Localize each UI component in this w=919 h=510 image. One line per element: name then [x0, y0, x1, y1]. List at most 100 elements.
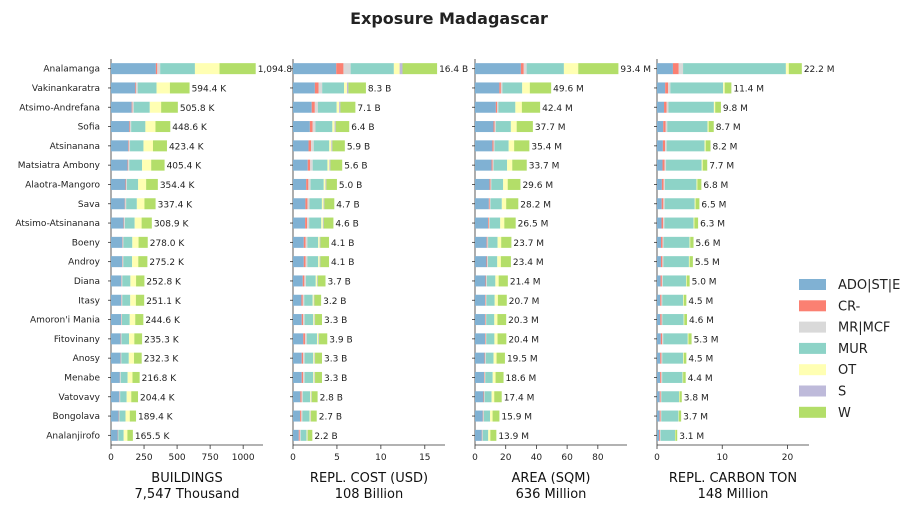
category-label: Androy — [68, 258, 101, 268]
bar-segment-mr-mcf — [661, 314, 663, 326]
x-tick-label: 10 — [717, 453, 729, 463]
bar-segment-cr- — [520, 63, 524, 75]
bar-segment-mur — [126, 198, 137, 210]
bar-segment-ot — [491, 391, 495, 403]
bar-segment-ot — [497, 236, 502, 248]
bar-segment-w — [501, 236, 512, 248]
bar-segment-cr- — [486, 256, 488, 268]
bar-segment-ot — [500, 217, 505, 229]
bar-segment-mur — [494, 140, 509, 152]
bar-value-label: 33.7 M — [529, 162, 560, 172]
bar-segment-w — [697, 178, 702, 190]
bar-segment-w — [529, 82, 552, 94]
bar-segment-mr-mcf — [302, 294, 305, 306]
chart-title: Exposure Madagascar — [350, 9, 548, 28]
bar-segment-ot — [683, 314, 685, 326]
bar-segment-ado-st-e — [475, 198, 489, 210]
bar-segment-w — [495, 371, 504, 383]
bar-segment-w — [500, 256, 511, 268]
x-tick-label: 750 — [202, 453, 219, 463]
bar-segment-mr-mcf — [136, 82, 138, 94]
bar-segment-mur — [302, 410, 310, 422]
bar-segment-mr-mcf — [303, 371, 305, 383]
category-label: Amoron'i Mania — [30, 316, 100, 326]
x-tick-label: 250 — [135, 453, 152, 463]
bar-segment-ado-st-e — [657, 178, 662, 190]
bar-segment-mur — [123, 256, 133, 268]
bar-segment-cr- — [492, 140, 494, 152]
x-axis-label: BUILDINGS — [151, 471, 222, 486]
bar-segment-ot — [323, 178, 326, 190]
bar-segment-mur — [663, 236, 690, 248]
bar-segment-w — [578, 63, 619, 75]
bar-segment-mur — [662, 314, 684, 326]
bar-segment-ado-st-e — [293, 82, 315, 94]
bar-value-label: 4.5 M — [688, 355, 713, 365]
bar-value-label: 354.4 K — [160, 181, 196, 191]
bar-segment-mr-mcf — [128, 140, 131, 152]
bar-value-label: 5.6 M — [696, 239, 721, 249]
bar-segment-w — [138, 236, 148, 248]
bar-segment-w — [689, 256, 693, 268]
bar-segment-mur — [662, 371, 683, 383]
bar-segment-ot — [134, 217, 142, 229]
chart-panels: Analamanga Vakinankaratra Atsimo-Andrefana… — [15, 59, 834, 502]
bar-segment-w — [683, 352, 687, 364]
bar-value-label: 308.9 K — [154, 220, 190, 230]
bar-segment-ot — [701, 159, 703, 171]
bar-segment-ado-st-e — [111, 429, 118, 441]
bar-value-label: 189.4 K — [138, 413, 174, 423]
bar-segment-s — [313, 294, 315, 306]
bar-segment-ado-st-e — [657, 333, 661, 345]
bar-segment-w — [514, 140, 530, 152]
bar-segment-w — [323, 217, 334, 229]
bar-segment-s — [314, 314, 316, 326]
bar-segment-mr-mcf — [301, 391, 303, 403]
bar-segment-w — [348, 82, 366, 94]
bar-value-label: 20.3 M — [508, 316, 539, 326]
bar-segment-cr- — [661, 217, 664, 229]
bar-segment-ado-st-e — [111, 352, 121, 364]
bar-value-label: 42.4 M — [542, 104, 573, 114]
bar-segment-mr-mcf — [120, 333, 122, 345]
x-axis-label: AREA (SQM) — [511, 471, 590, 486]
bar-value-label: 8.2 M — [712, 142, 737, 152]
bar-segment-mr-mcf — [665, 140, 667, 152]
bar-segment-mur — [485, 352, 494, 364]
category-label: Diana — [74, 277, 100, 287]
bar-segment-ado-st-e — [475, 82, 500, 94]
bar-segment-mur — [309, 217, 322, 229]
bar-segment-mur — [309, 198, 322, 210]
bar-segment-ado-st-e — [111, 178, 126, 190]
bar-segment-mur — [661, 410, 679, 422]
bar-segment-ado-st-e — [657, 82, 666, 94]
bar-segment-cr- — [661, 178, 664, 190]
bar-value-label: 4.1 B — [331, 239, 354, 249]
bar-segment-ot — [313, 371, 315, 383]
bar-segment-mur — [126, 178, 139, 190]
bar-segment-w — [686, 275, 690, 287]
bar-segment-ado-st-e — [475, 159, 492, 171]
x-axis-total: 7,547 Thousand — [135, 487, 240, 502]
bar-segment-ot — [336, 101, 340, 113]
bar-segment-mr-mcf — [660, 410, 662, 422]
bar-segment-w — [683, 294, 687, 306]
bar-segment-w — [332, 140, 345, 152]
bar-segment-w — [314, 294, 322, 306]
bar-segment-cr- — [305, 217, 308, 229]
bar-segment-mr-mcf — [484, 391, 485, 403]
bar-segment-mr-mcf — [128, 159, 130, 171]
bar-segment-ado-st-e — [293, 256, 304, 268]
bar-segment-mr-mcf — [318, 82, 323, 94]
bar-segment-cr- — [303, 333, 305, 345]
x-tick-label: 0 — [290, 453, 296, 463]
bar-value-label: 15.9 M — [501, 413, 532, 423]
bar-segment-mur — [306, 275, 316, 287]
x-axis-label: REPL. CARBON TON — [669, 471, 797, 486]
bar-segment-mur — [304, 371, 314, 383]
category-label: Sofia — [78, 123, 100, 133]
bar-segment-cr- — [660, 352, 662, 364]
category-label: Atsinanana — [50, 142, 100, 152]
bar-segment-mr-mcf — [308, 178, 311, 190]
